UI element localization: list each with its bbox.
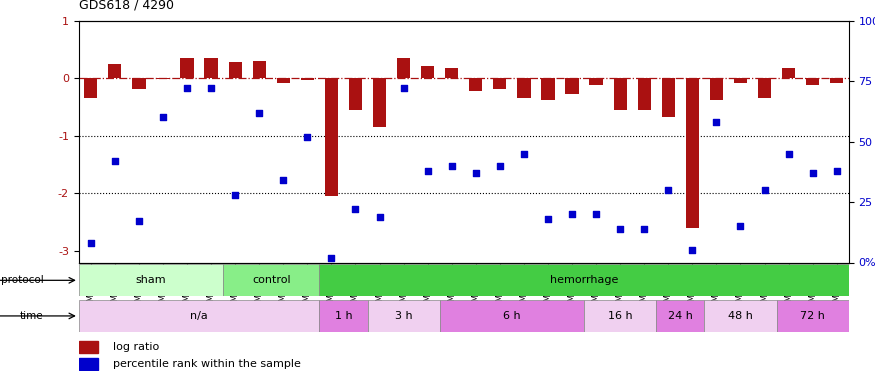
Text: 6 h: 6 h [503, 311, 521, 321]
Bar [440, 300, 584, 332]
Point [204, 86, 218, 92]
Bar [108, 64, 122, 78]
Bar [319, 300, 368, 332]
Bar [830, 78, 844, 83]
Point [710, 119, 724, 125]
Bar [734, 78, 747, 83]
Point [733, 223, 747, 229]
Text: percentile rank within the sample: percentile rank within the sample [114, 359, 301, 369]
Bar [84, 78, 97, 98]
Point [637, 226, 651, 232]
Point [493, 163, 507, 169]
Text: protocol: protocol [1, 275, 44, 285]
Point [444, 163, 458, 169]
Point [132, 218, 146, 224]
Bar [590, 78, 603, 85]
Text: n/a: n/a [190, 311, 208, 321]
Bar [777, 300, 849, 332]
Bar [542, 78, 555, 100]
Bar [325, 78, 338, 196]
Point [396, 86, 410, 92]
Bar [758, 78, 771, 98]
Text: 1 h: 1 h [334, 311, 353, 321]
Bar [276, 78, 290, 83]
Point [662, 187, 676, 193]
Text: control: control [252, 275, 290, 285]
Bar [253, 61, 266, 78]
Text: log ratio: log ratio [114, 342, 159, 352]
Bar [584, 300, 656, 332]
Point [252, 110, 266, 116]
Bar [613, 78, 626, 110]
Bar [710, 78, 723, 100]
Point [781, 151, 795, 157]
Bar [79, 300, 319, 332]
Text: GDS618 / 4290: GDS618 / 4290 [79, 0, 174, 11]
Bar [397, 58, 410, 78]
Bar [180, 58, 193, 78]
Text: sham: sham [136, 275, 166, 285]
Text: 72 h: 72 h [801, 311, 825, 321]
Bar [469, 78, 482, 91]
Point [108, 158, 122, 164]
Bar [686, 78, 699, 228]
Point [228, 192, 242, 198]
Bar [517, 78, 530, 98]
Point [613, 226, 627, 232]
Bar [132, 78, 145, 88]
Bar [806, 78, 819, 85]
Point [589, 211, 603, 217]
Bar [638, 78, 651, 110]
Point [300, 134, 314, 140]
Bar [373, 78, 386, 127]
Point [348, 206, 362, 212]
Bar [656, 300, 704, 332]
Point [469, 170, 483, 176]
Point [517, 151, 531, 157]
Bar [223, 264, 319, 296]
Text: 3 h: 3 h [395, 311, 412, 321]
Bar [704, 300, 777, 332]
Point [685, 248, 699, 254]
Point [421, 168, 435, 174]
Bar [368, 300, 440, 332]
Bar [421, 66, 434, 78]
Point [84, 240, 98, 246]
Bar [782, 68, 795, 78]
Text: time: time [20, 311, 44, 321]
Bar [301, 78, 314, 80]
Point [156, 114, 170, 120]
Bar [228, 62, 242, 78]
Point [758, 187, 772, 193]
Point [541, 216, 555, 222]
Text: 24 h: 24 h [668, 311, 693, 321]
Text: hemorrhage: hemorrhage [550, 275, 619, 285]
Bar [445, 68, 458, 78]
Point [565, 211, 579, 217]
Bar [349, 78, 362, 110]
Bar [79, 264, 223, 296]
Bar [79, 341, 98, 352]
Text: 16 h: 16 h [608, 311, 633, 321]
Point [325, 255, 339, 261]
Point [806, 170, 820, 176]
Point [276, 177, 290, 183]
Text: 48 h: 48 h [728, 311, 752, 321]
Bar [79, 358, 98, 370]
Point [830, 168, 844, 174]
Bar [157, 78, 170, 80]
Bar [493, 78, 507, 88]
Bar [565, 78, 578, 94]
Bar [662, 78, 675, 117]
Bar [205, 58, 218, 78]
Point [180, 86, 194, 92]
Bar [319, 264, 849, 296]
Point [373, 213, 387, 219]
